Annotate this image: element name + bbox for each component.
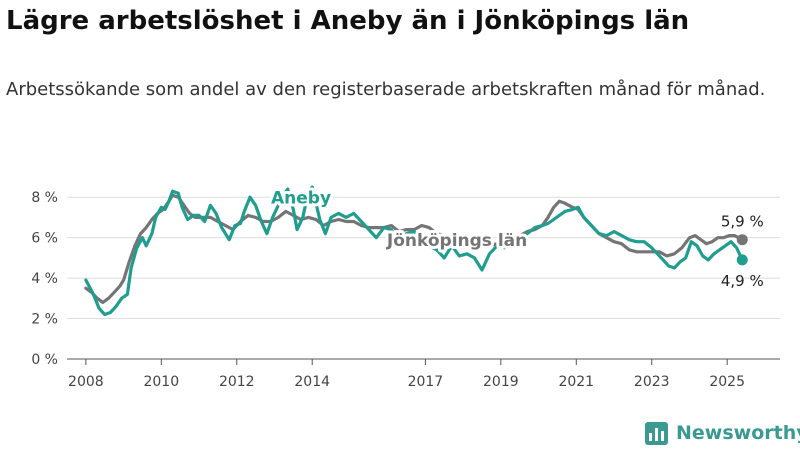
x-tick-label: 2023 bbox=[634, 374, 670, 390]
x-tick-label: 2014 bbox=[294, 374, 330, 390]
x-tick-label: 2017 bbox=[408, 374, 444, 390]
series-name-jonkopings-lan: Jönköpings län bbox=[386, 231, 527, 251]
logo-text: Newsworthy bbox=[676, 422, 800, 444]
chart-title: Lägre arbetslöshet i Aneby än i Jönköpin… bbox=[6, 6, 690, 36]
y-axis-ticks: 0 % 2 % 4 % 6 % 8 % bbox=[31, 190, 58, 368]
y-tick-label: 4 % bbox=[31, 271, 58, 287]
end-value-label-aneby: 4,9 % bbox=[721, 272, 764, 290]
series-lines bbox=[84, 185, 744, 317]
x-tick-label: 2025 bbox=[709, 374, 745, 390]
x-tick-label: 2010 bbox=[143, 374, 179, 390]
y-tick-label: 6 % bbox=[31, 231, 58, 247]
end-point-jonkopings-lan bbox=[736, 234, 748, 246]
end-value-label-jonkopings-lan: 5,9 % bbox=[721, 213, 764, 231]
grid-lines bbox=[67, 196, 780, 360]
x-axis-ticks: 2008 2010 2012 2014 2017 2019 2021 2023 2025 bbox=[68, 359, 745, 390]
y-tick-label: 2 % bbox=[31, 312, 58, 328]
series-labels: 4,9 % 5,9 % Aneby Jönköpings län bbox=[268, 185, 764, 290]
x-tick-label: 2019 bbox=[483, 374, 519, 390]
x-tick-label: 2021 bbox=[558, 374, 594, 390]
y-tick-label: 8 % bbox=[31, 190, 58, 206]
chart-logo-icon bbox=[645, 421, 668, 445]
y-tick-label: 0 % bbox=[31, 352, 58, 368]
x-tick-label: 2008 bbox=[68, 374, 104, 390]
series-line-aneby bbox=[84, 185, 744, 317]
newsworthy-logo: Newsworthy bbox=[645, 420, 800, 446]
end-point-aneby bbox=[736, 254, 748, 266]
series-name-aneby: Aneby bbox=[271, 188, 331, 208]
chart-subtitle: Arbetssökande som andel av den registerb… bbox=[6, 79, 766, 100]
x-tick-label: 2012 bbox=[219, 374, 255, 390]
